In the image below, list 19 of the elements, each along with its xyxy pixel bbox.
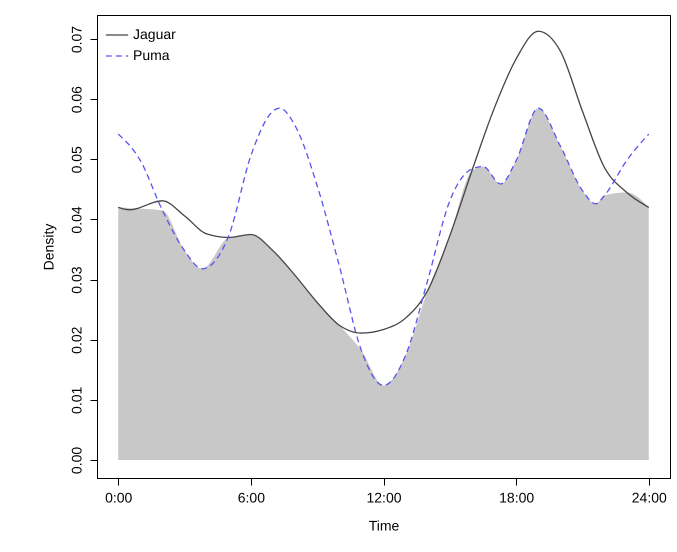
y-tick-label: 0.03 — [68, 266, 84, 294]
y-tick-label: 0.02 — [68, 326, 84, 354]
y-tick-label: 0.05 — [68, 146, 84, 174]
legend-label: Puma — [133, 47, 170, 63]
x-tick-label: 12:00 — [366, 490, 402, 506]
y-tick-label: 0.04 — [68, 206, 84, 234]
line-series — [118, 108, 650, 386]
x-tick-label: 24:00 — [632, 490, 667, 506]
x-tick-label: 6:00 — [238, 490, 266, 506]
y-tick-label: 0.01 — [68, 386, 84, 414]
x-axis-title: Time — [368, 518, 400, 534]
y-tick-label: 0.07 — [68, 26, 84, 54]
y-axis-title: Density — [40, 224, 56, 270]
x-tick-label: 18:00 — [499, 490, 534, 506]
y-tick-label: 0.00 — [68, 446, 84, 474]
x-tick-label: 0:00 — [105, 490, 133, 506]
legend-label: Jaguar — [133, 26, 176, 42]
line-series — [118, 30, 650, 334]
y-tick-label: 0.06 — [68, 86, 84, 114]
